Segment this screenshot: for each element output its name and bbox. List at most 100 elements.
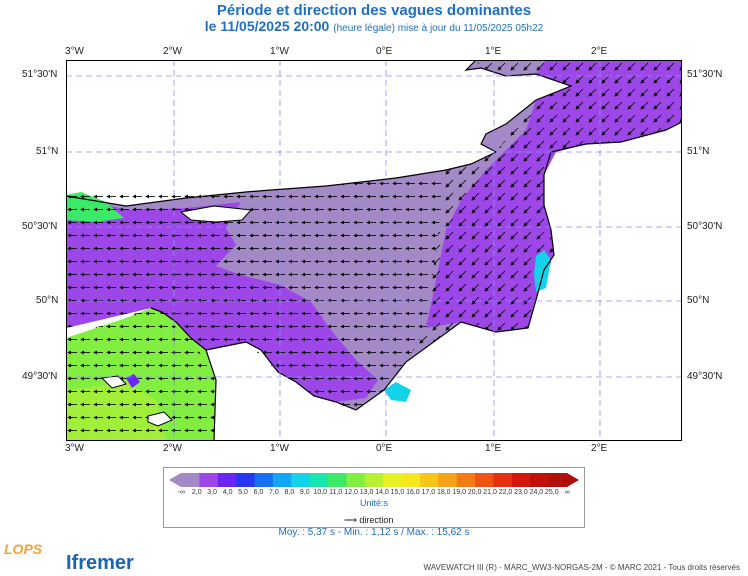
map-frame: [66, 60, 682, 441]
legend-box: -∞ 2,0 3,0 4,0 5,0 6,0 7,0 8,0 9,0 10,0 11,0 12,0 13…: [163, 467, 585, 528]
scale-tick-label: 2,0: [191, 489, 202, 496]
lon-label-top-1e: 1°E: [485, 46, 502, 57]
scale-swatch: [236, 473, 256, 487]
lops-logo: LOPS: [4, 541, 43, 557]
channel-island-patch: [126, 374, 140, 388]
model-credit: WAVEWATCH III (R) - MARC_WW3-NORGAS-2M -…: [423, 563, 740, 572]
map-date: le 11/05/2025 20:00 (heure légale) mise …: [0, 18, 748, 34]
cotentin-west-coast: [205, 349, 217, 441]
lat-label-right-50: 50°N: [687, 295, 710, 306]
stats-line: Moy. : 5,37 s - Min. : 1,12 s / Max. : 1…: [278, 527, 470, 538]
isle-of-wight: [179, 205, 253, 223]
wave-direction-arrows-west: [66, 170, 446, 410]
lon-label-bottom-1w: 1°W: [270, 443, 289, 454]
ifremer-logo: Ifremer: [66, 552, 134, 574]
map-title: Période et direction des vagues dominant…: [216, 2, 532, 19]
scale-tick-label: -∞: [177, 489, 185, 496]
lon-label-bottom-0e: 0°E: [376, 443, 393, 454]
wave-period-map[interactable]: [66, 60, 682, 441]
lon-label-top-3w: 3°W: [65, 46, 84, 57]
french-coastline: [150, 121, 682, 411]
scale-tick-label: 18,0: [436, 489, 451, 496]
scale-tick-label: 3,0: [207, 489, 218, 496]
scale-tick-label: 12,0: [344, 489, 358, 496]
lon-label-bottom-3w: 3°W: [65, 443, 84, 454]
wave-direction-arrows-east: [406, 60, 682, 362]
wave-direction-arrows-gulf: [66, 308, 216, 441]
scale-tick-label: 23,0: [514, 489, 528, 496]
scale-tick-label: ∞: [564, 489, 570, 496]
scale-tick-label: 19,0: [452, 489, 466, 496]
scale-tick-label: 14,0: [375, 489, 389, 496]
lat-label-right-50-30: 50°30'N: [687, 221, 723, 232]
color-scale-ticks: -∞ 2,0 3,0 4,0 5,0 6,0 7,0 8,0 9,0 10,0 11,0 12,0 13…: [164, 489, 584, 499]
legend-unit: Unité:s: [359, 498, 388, 508]
scale-right-cap: [567, 473, 579, 487]
scale-tick-label: 15,0: [390, 489, 405, 496]
scale-swatch: [291, 473, 311, 487]
jersey-island: [147, 411, 173, 427]
guernsey-island: [100, 375, 127, 389]
scale-swatch: [548, 473, 568, 487]
scale-swatch: [419, 473, 439, 487]
lon-label-top-2e: 2°E: [591, 46, 608, 57]
scale-tick-label: 25,0: [545, 489, 559, 496]
legend-direction: ⟶ direction: [344, 515, 393, 526]
lat-label-right-51: 51°N: [687, 146, 710, 157]
scale-left-cap: [169, 473, 181, 487]
scale-tick-label: 20,0: [467, 489, 482, 496]
graticule: [66, 60, 682, 441]
lat-label-left-49-30: 49°30'N: [22, 371, 58, 382]
scale-swatch: [364, 473, 384, 487]
scale-swatch: [272, 473, 292, 487]
coast-patch-seine-bay: [384, 382, 411, 402]
scale-tick-label: 24,0: [529, 489, 544, 496]
scale-swatch: [511, 473, 531, 487]
scale-swatch: [475, 473, 494, 487]
scale-swatch: [493, 473, 513, 487]
scale-swatch: [383, 473, 403, 487]
coast-patch-somme: [534, 250, 551, 292]
direction-label: direction: [359, 515, 394, 525]
scale-tick-label: 6,0: [253, 489, 264, 496]
lat-label-right-49-30: 49°30'N: [687, 371, 723, 382]
scale-tick-label: 5,0: [238, 489, 248, 496]
scale-tick-label: 7,0: [269, 489, 279, 496]
scale-swatch: [199, 473, 219, 487]
lon-label-bottom-1e: 1°E: [485, 443, 502, 454]
scale-tick-label: 9,0: [299, 489, 310, 496]
lon-label-top-0e: 0°E: [376, 46, 393, 57]
direction-arrow-icon: ⟶: [344, 515, 357, 525]
scale-tick-label: 22,0: [498, 489, 513, 496]
scale-swatch: [438, 473, 458, 487]
scale-tick-label: 16,0: [406, 489, 420, 496]
map-canvas: [66, 60, 682, 441]
lon-label-bottom-2w: 2°W: [163, 443, 182, 454]
scale-swatch: [530, 473, 550, 487]
lat-label-left-50-30: 50°30'N: [22, 221, 58, 232]
lon-label-top-2w: 2°W: [163, 46, 182, 57]
scale-swatch: [456, 473, 476, 487]
update-note: (heure légale) mise à jour du 11/05/2025…: [333, 23, 544, 34]
scale-swatch: [254, 473, 274, 487]
scale-tick-label: 8,0: [284, 489, 295, 496]
lat-label-right-51-30: 51°30'N: [687, 69, 723, 80]
scale-tick-label: 11,0: [329, 489, 343, 496]
scale-swatch: [181, 473, 200, 487]
lon-label-bottom-2e: 2°E: [591, 443, 608, 454]
scale-tick-label: 4,0: [222, 489, 233, 496]
scale-swatch: [401, 473, 421, 487]
scale-swatch: [309, 473, 329, 487]
scale-tick-label: 10,0: [313, 489, 328, 496]
scale-tick-label: 21,0: [483, 489, 497, 496]
scale-swatch: [217, 473, 237, 487]
color-scale-bar: [169, 473, 579, 487]
lat-label-left-51: 51°N: [36, 146, 59, 157]
scale-tick-label: 13,0: [359, 489, 374, 496]
forecast-date: le 11/05/2025 20:00: [204, 18, 330, 34]
scale-tick-label: 17,0: [421, 489, 436, 496]
lat-label-left-51-30: 51°30'N: [22, 69, 58, 80]
scale-swatch: [346, 473, 366, 487]
scale-swatch: [328, 473, 347, 487]
lat-label-left-50: 50°N: [36, 295, 59, 306]
